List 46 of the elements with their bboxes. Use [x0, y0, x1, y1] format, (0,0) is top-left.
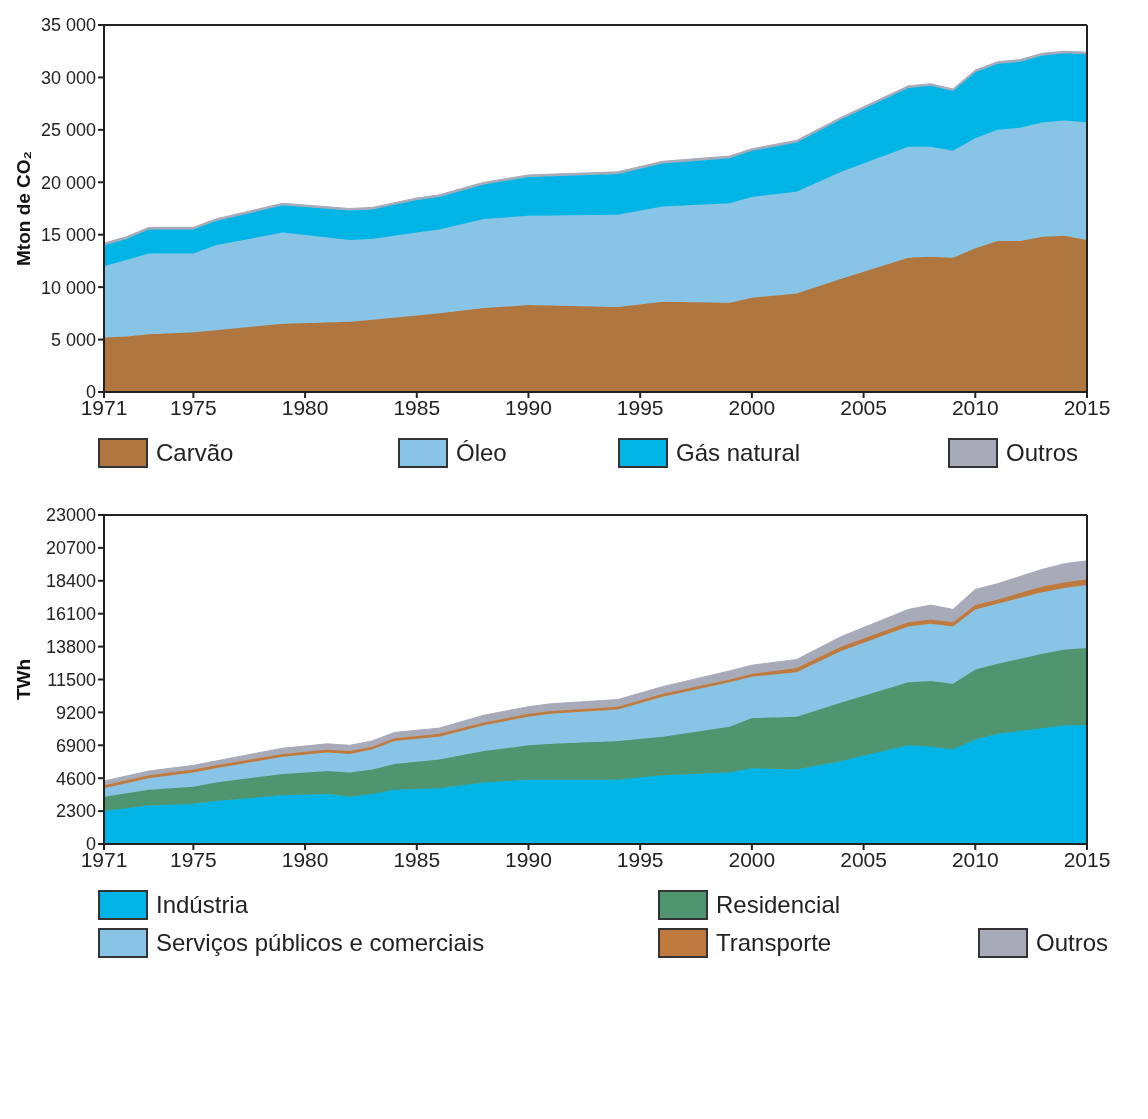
y-tick-label: 13800: [45, 636, 96, 657]
y-tick-label: 6900: [55, 735, 96, 756]
y-tick-label: 25 000: [40, 120, 96, 141]
y-tick-label: 4600: [55, 768, 96, 789]
y-tick-label: 35 000: [40, 15, 96, 36]
y-tick-label: 23000: [45, 505, 96, 526]
x-tick-label: 1985: [393, 847, 441, 871]
legend-label: Óleo: [456, 439, 507, 467]
x-tick-label: 2010: [951, 395, 999, 419]
x-tick-label: 2000: [728, 395, 776, 419]
legend-label: Transporte: [716, 929, 832, 957]
y-tick-label: 15 000: [40, 225, 96, 246]
y-tick-label: 10 000: [40, 277, 96, 298]
y-tick-label: 20700: [45, 538, 96, 559]
y-tick-label: 2300: [55, 801, 96, 822]
x-tick-label: 1975: [170, 847, 217, 871]
y-tick-label: 20 000: [40, 172, 96, 193]
y-tick-label: 18400: [45, 571, 96, 592]
x-tick-label: 1990: [505, 395, 552, 419]
y-tick-label: 11500: [47, 669, 96, 690]
x-tick-label: 2010: [951, 847, 999, 871]
x-tick-label: 2015: [1063, 847, 1111, 871]
x-tick-label: 1990: [505, 847, 552, 871]
x-tick-label: 2000: [728, 847, 776, 871]
y-axis-title: Mton de CO₂: [13, 150, 34, 267]
y-tick-label: 9200: [55, 702, 96, 723]
x-tick-label: 1985: [393, 395, 441, 419]
x-tick-label: 2005: [840, 847, 887, 871]
x-tick-label: 1995: [616, 395, 664, 419]
x-tick-label: 1980: [281, 395, 329, 419]
legend-label: Carvão: [156, 439, 234, 467]
y-axis-title: TWh: [13, 658, 34, 701]
legend-label: Gás natural: [676, 439, 801, 467]
x-tick-label: 1995: [616, 847, 664, 871]
x-tick-label: 1980: [281, 847, 329, 871]
legend-label: Serviços públicos e comerciais: [156, 929, 485, 957]
y-tick-label: 30 000: [40, 67, 96, 88]
x-tick-label: 2005: [840, 395, 887, 419]
legend-label: Indústria: [156, 891, 249, 919]
legend-label: Outros: [1036, 929, 1109, 957]
x-tick-label: 2015: [1063, 395, 1111, 419]
y-tick-label: 16100: [45, 604, 96, 625]
x-tick-label: 1975: [170, 395, 217, 419]
legend-label: Outros: [1006, 439, 1079, 467]
y-tick-label: 5 000: [50, 329, 96, 350]
legend-label: Residencial: [716, 891, 841, 919]
